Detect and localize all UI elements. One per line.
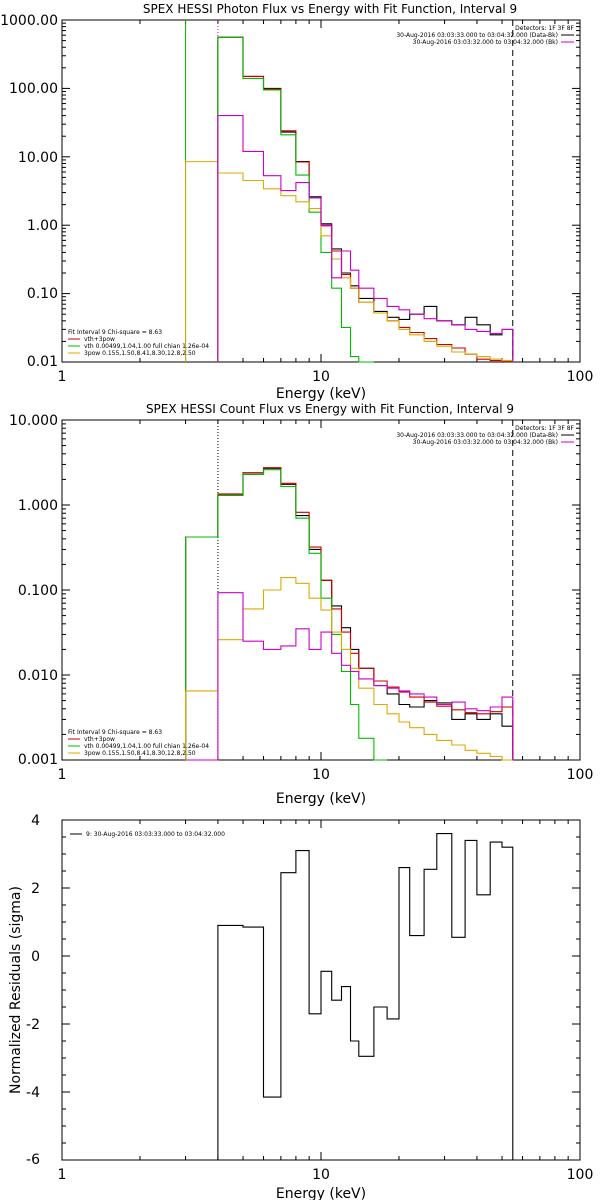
photon-legend-top-right: Detectors: 1F 3F 8F 30-Aug-2016 03:03:33… bbox=[396, 25, 574, 46]
count-ytick-label: 0.001 bbox=[18, 752, 58, 768]
legend-entry: 9: 30-Aug-2016 03:03:33.000 to 03:04:32.… bbox=[86, 831, 225, 838]
photon-flux-range-markers bbox=[185, 20, 514, 362]
spectrum-step-line bbox=[217, 36, 514, 362]
spectrum-step-line bbox=[185, 469, 388, 761]
count-legend-top-right: Detectors: 1F 3F 8F 30-Aug-2016 03:03:33… bbox=[396, 425, 574, 446]
residual-xtick-label: 1 bbox=[58, 1167, 67, 1183]
spectrum-step-line bbox=[185, 577, 513, 761]
count-ytick-label: 0.100 bbox=[18, 583, 58, 599]
residual-ytick-label: 0 bbox=[31, 949, 40, 965]
residual-x-axis-label: Energy (keV) bbox=[276, 1186, 366, 1200]
photon-x-axis-label: Energy (keV) bbox=[276, 386, 366, 402]
photon-flux-plot-frame bbox=[61, 19, 581, 363]
photon-ytick-label: 1000.00 bbox=[0, 13, 58, 29]
residuals-panel: 4 2 0 -2 -4 -6 1 10 100 Energy (keV) Nor… bbox=[8, 813, 593, 1200]
legend-entry: 30-Aug-2016 03:03:33.000 to 03:04:32.000… bbox=[396, 432, 558, 439]
spectrum-step-line bbox=[185, 592, 514, 761]
residuals-ticks bbox=[61, 819, 580, 1161]
fit-component: vth 0.00499,1.04,1.00 full chian 1.26e-0… bbox=[84, 343, 209, 350]
spectrum-step-line bbox=[217, 115, 514, 362]
photon-ytick-label: 0.01 bbox=[27, 354, 58, 370]
count-legend-bottom-left: Fit Interval 9 Chi-square = 8.63 vth+3po… bbox=[68, 729, 209, 757]
photon-ytick-label: 0.10 bbox=[27, 286, 58, 302]
photon-xtick-label: 1 bbox=[58, 369, 67, 385]
photon-ytick-label: 1.00 bbox=[27, 218, 58, 234]
count-flux-series bbox=[185, 467, 514, 761]
fit-heading: Fit Interval 9 Chi-square = 8.63 bbox=[68, 729, 162, 736]
residual-ytick-label: -2 bbox=[26, 1017, 40, 1033]
count-xtick-label: 10 bbox=[312, 767, 330, 783]
spectrum-step-line bbox=[217, 36, 514, 362]
photon-ytick-label: 100.00 bbox=[9, 81, 58, 97]
count-ytick-label: 0.010 bbox=[18, 668, 58, 684]
photon-xtick-label: 100 bbox=[567, 369, 594, 385]
photon-flux-panel: SPEX HESSI Photon Flux vs Energy with Fi… bbox=[0, 2, 593, 402]
spectrum-step-line bbox=[217, 172, 514, 362]
residual-ytick-label: 2 bbox=[31, 881, 40, 897]
residual-legend: 9: 30-Aug-2016 03:03:33.000 to 03:04:32.… bbox=[70, 831, 225, 838]
photon-flux-ticks bbox=[61, 20, 580, 363]
fit-component: vth+3pow bbox=[84, 336, 115, 343]
spectrum-step-line bbox=[185, 467, 514, 760]
residual-xtick-label: 100 bbox=[567, 1167, 594, 1183]
residual-ytick-label: -6 bbox=[26, 1152, 40, 1168]
count-ytick-label: 10.000 bbox=[9, 413, 58, 429]
count-flux-title: SPEX HESSI Count Flux vs Energy with Fit… bbox=[146, 402, 514, 416]
photon-flux-title: SPEX HESSI Photon Flux vs Energy with Fi… bbox=[143, 2, 517, 16]
legend-heading: Detectors: 1F 3F 8F bbox=[515, 425, 574, 432]
spectrum-step-line bbox=[217, 36, 374, 363]
residual-xtick-label: 10 bbox=[312, 1167, 330, 1183]
legend-heading: Detectors: 1F 3F 8F bbox=[515, 25, 574, 32]
legend-entry: 30-Aug-2016 03:03:33.000 to 03:04:32.000… bbox=[396, 32, 558, 39]
photon-ytick-label: 10.00 bbox=[18, 150, 58, 166]
count-ytick-label: 1.000 bbox=[18, 498, 58, 514]
legend-entry: 30-Aug-2016 03:03:32.000 to 03:04:32.000… bbox=[413, 39, 558, 46]
count-xtick-label: 1 bbox=[58, 767, 67, 783]
spectrum-step-segment bbox=[185, 161, 219, 362]
spectrum-step-line bbox=[217, 833, 514, 1160]
legend-entry: 30-Aug-2016 03:03:32.000 to 03:04:32.000… bbox=[413, 439, 558, 446]
photon-flux-series bbox=[185, 36, 514, 363]
photon-legend-bottom-left: Fit Interval 9 Chi-square = 8.63 vth+3po… bbox=[68, 329, 209, 357]
photon-xtick-label: 10 bbox=[312, 369, 330, 385]
fit-component: vth+3pow bbox=[84, 736, 115, 743]
fit-component: 3pow 0.155,1.50,8.41,8.30,12.8,2.50 bbox=[84, 750, 196, 757]
residuals-series bbox=[217, 833, 514, 1160]
count-flux-panel: SPEX HESSI Count Flux vs Energy with Fit… bbox=[9, 402, 593, 807]
residual-ytick-label: -4 bbox=[26, 1085, 40, 1101]
residual-ytick-label: 4 bbox=[31, 813, 40, 829]
count-xtick-label: 100 bbox=[567, 767, 594, 783]
fit-component: 3pow 0.155,1.50,8.41,8.30,12.8,2.50 bbox=[84, 350, 196, 357]
count-x-axis-label: Energy (keV) bbox=[276, 791, 366, 807]
fit-component: vth 0.00499,1.04,1.00 full chian 1.26e-0… bbox=[84, 743, 209, 750]
residual-y-axis-label: Normalized Residuals (sigma) bbox=[8, 886, 24, 1094]
fit-heading: Fit Interval 9 Chi-square = 8.63 bbox=[68, 329, 162, 336]
spectrum-step-line bbox=[185, 467, 514, 760]
